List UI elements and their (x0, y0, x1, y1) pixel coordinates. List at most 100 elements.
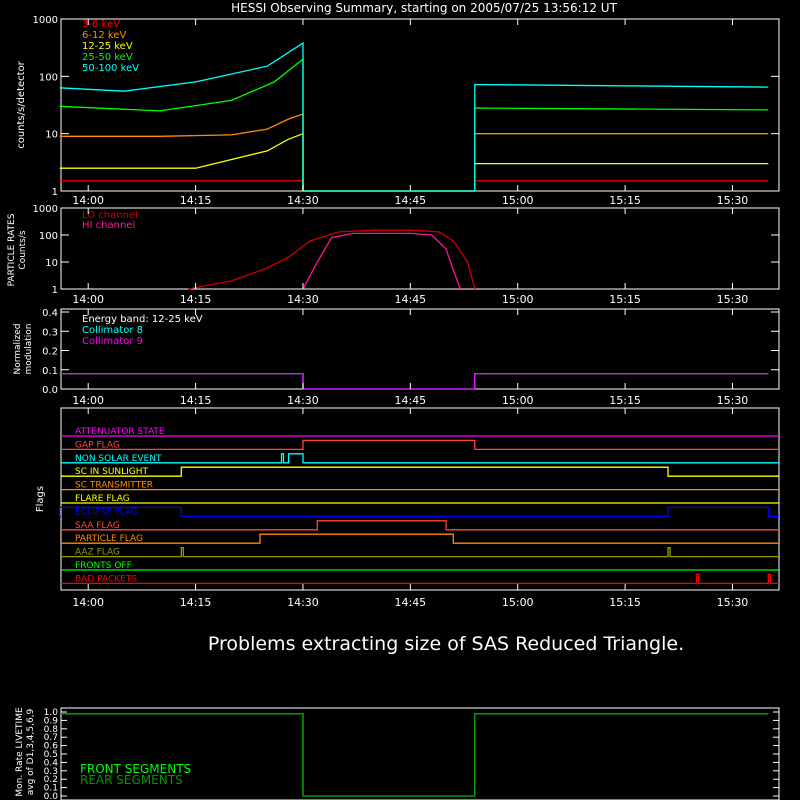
flags-ylabel: Flags (35, 486, 46, 512)
y-tick-label: 0.1 (44, 784, 58, 794)
particle-frame (60, 207, 780, 290)
y-tick-label: 0.8 (44, 725, 59, 735)
x-tick-label: 14:45 (394, 293, 426, 306)
flag-line (61, 466, 779, 477)
x-tick-label: 14:30 (287, 394, 319, 407)
flag-label: FLARE FLAG (75, 494, 130, 504)
series-line (59, 372, 769, 390)
legend-entry: LO channel (82, 210, 138, 221)
legend-entry: REAR SEGMENTS (80, 773, 183, 787)
flag-label: FRONTS OFF (75, 561, 132, 571)
counts-ylabel: counts/s/detector (16, 60, 27, 148)
x-tick-label: 14:30 (287, 596, 319, 609)
modulation-panel: Normalized modulation 0.0 0.1 0.2 0.3 0.4 En… (13, 308, 780, 407)
x-tick-label: 14:15 (180, 194, 212, 207)
y-tick-label: 1.0 (44, 708, 59, 718)
modulation-series-group (59, 372, 769, 390)
x-tick-label: 15:30 (717, 394, 749, 407)
x-tick-label: 15:00 (502, 293, 534, 306)
figure-title: HESSI Observing Summary, starting on 200… (231, 1, 617, 15)
y-tick-label: 0.9 (44, 716, 59, 726)
particle-series-group (188, 229, 476, 290)
y-tick-label: 0.1 (42, 366, 58, 377)
y-tick-label: 10 (45, 258, 58, 269)
flag-label: NON SOLAR EVENT (75, 454, 162, 464)
livetime-series-group (59, 713, 769, 797)
flag-label: AAZ FLAG (75, 548, 120, 558)
flag-line (61, 533, 779, 544)
legend-entry: Collimator 8 (82, 325, 143, 336)
flags-series-group: ATTENUATOR STATE GAP FLAG NON SOLAR EVENT S… (58, 427, 779, 584)
flag-label: BAD PACKETS (75, 574, 137, 584)
particle-panel: PARTICLE RATES Counts/s 1 10 100 1000 LO ch… (7, 204, 780, 306)
y-tick-label: 0.7 (44, 733, 58, 743)
x-tick-label: 14:45 (394, 194, 426, 207)
y-tick-label: 0.2 (44, 775, 58, 785)
x-tick-label: 14:15 (180, 394, 212, 407)
flag-line (61, 520, 779, 531)
y-tick-label: 0.5 (44, 750, 58, 760)
modulation-xticks: 14:00 14:15 14:30 14:45 15:00 15:15 15:30 (72, 309, 748, 407)
y-tick-label: 0.4 (44, 758, 59, 768)
series-line (59, 713, 769, 797)
x-tick-label: 15:15 (609, 394, 641, 407)
modulation-ylabel-2: modulation (24, 324, 34, 375)
counts-panel: counts/s/detector 1 10 100 1000 3-6 keV6-12… (16, 15, 780, 207)
flags-xticks: 14:00 14:15 14:30 14:45 15:00 15:15 15:30 (72, 408, 748, 609)
x-tick-label: 15:15 (609, 293, 641, 306)
message-text: Problems extracting size of SAS Reduced … (208, 633, 684, 655)
x-tick-label: 14:00 (72, 394, 104, 407)
flag-label: PARTICLE FLAG (75, 534, 143, 544)
x-tick-label: 15:00 (502, 194, 534, 207)
y-tick-label: 1000 (33, 204, 58, 215)
x-tick-label: 14:30 (287, 194, 319, 207)
legend-entry: 25-50 keV (82, 52, 133, 63)
legend-entry: 3-6 keV (82, 19, 120, 30)
x-tick-label: 15:30 (717, 596, 749, 609)
y-tick-label: 0.4 (42, 308, 58, 319)
flag-label: SAA FLAG (75, 521, 120, 531)
modulation-yticks: 0.0 0.1 0.2 0.3 0.4 (42, 308, 779, 396)
y-tick-label: 0.3 (44, 767, 58, 777)
flag-line (61, 453, 779, 464)
particle-ylabel-1: PARTICLE RATES (7, 213, 17, 286)
livetime-panel: Mon. Rate LIVETIME avg of D1,3,4,5,6,9 0… (15, 707, 780, 800)
legend-entry: 6-12 keV (82, 30, 126, 41)
x-tick-label: 15:15 (609, 596, 641, 609)
modulation-ylabel-1: Normalized (13, 323, 23, 374)
flag-label: GAP FLAG (75, 440, 120, 450)
y-tick-label: 10 (45, 130, 58, 141)
counts-yticks: 1 10 100 1000 (33, 15, 779, 198)
flag-label: ECLIPSE FLAG (75, 507, 138, 517)
x-tick-label: 15:00 (502, 394, 534, 407)
flag-label: SC IN SUNLIGHT (75, 467, 149, 477)
y-tick-label: 1 (52, 285, 58, 296)
x-tick-label: 14:00 (72, 596, 104, 609)
x-tick-label: 14:45 (394, 394, 426, 407)
x-tick-label: 14:15 (180, 596, 212, 609)
x-tick-label: 14:30 (287, 293, 319, 306)
x-tick-label: 14:00 (72, 194, 104, 207)
legend-entry: Collimator 9 (82, 336, 143, 347)
y-tick-label: 0.3 (42, 327, 58, 338)
legend-entry: 50-100 keV (82, 63, 139, 74)
x-tick-label: 15:15 (609, 194, 641, 207)
livetime-ylabel-2: avg of D1,3,4,5,6,9 (26, 708, 36, 795)
x-tick-label: 14:45 (394, 596, 426, 609)
x-tick-label: 14:15 (180, 293, 212, 306)
series-line (188, 229, 476, 290)
legend-entry: HI channel (82, 220, 135, 231)
series-line (59, 41, 769, 192)
y-tick-label: 0.0 (44, 792, 59, 800)
x-tick-label: 15:00 (502, 596, 534, 609)
legend-entry: Energy band: 12-25 keV (82, 314, 203, 325)
livetime-ylabel-1: Mon. Rate LIVETIME (15, 707, 25, 797)
flag-line (61, 546, 779, 558)
y-tick-label: 1000 (33, 15, 58, 26)
series-line (302, 232, 462, 290)
particle-xticks: 14:00 14:15 14:30 14:45 15:00 15:15 15:30 (72, 208, 748, 306)
y-tick-label: 100 (39, 231, 58, 242)
